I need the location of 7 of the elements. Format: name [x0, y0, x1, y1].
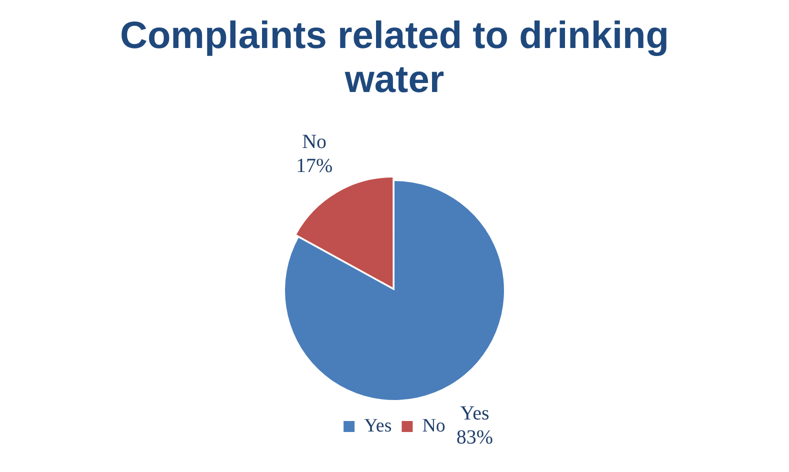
legend-label: Yes	[364, 415, 392, 436]
slice-label: Yes	[460, 402, 490, 424]
chart-title: Complaints related to drinking water	[119, 14, 670, 102]
legend-label: No	[422, 415, 446, 436]
slice-label: No	[302, 131, 327, 154]
data-label: 17%	[296, 155, 333, 178]
data-label: 83%	[456, 426, 494, 448]
